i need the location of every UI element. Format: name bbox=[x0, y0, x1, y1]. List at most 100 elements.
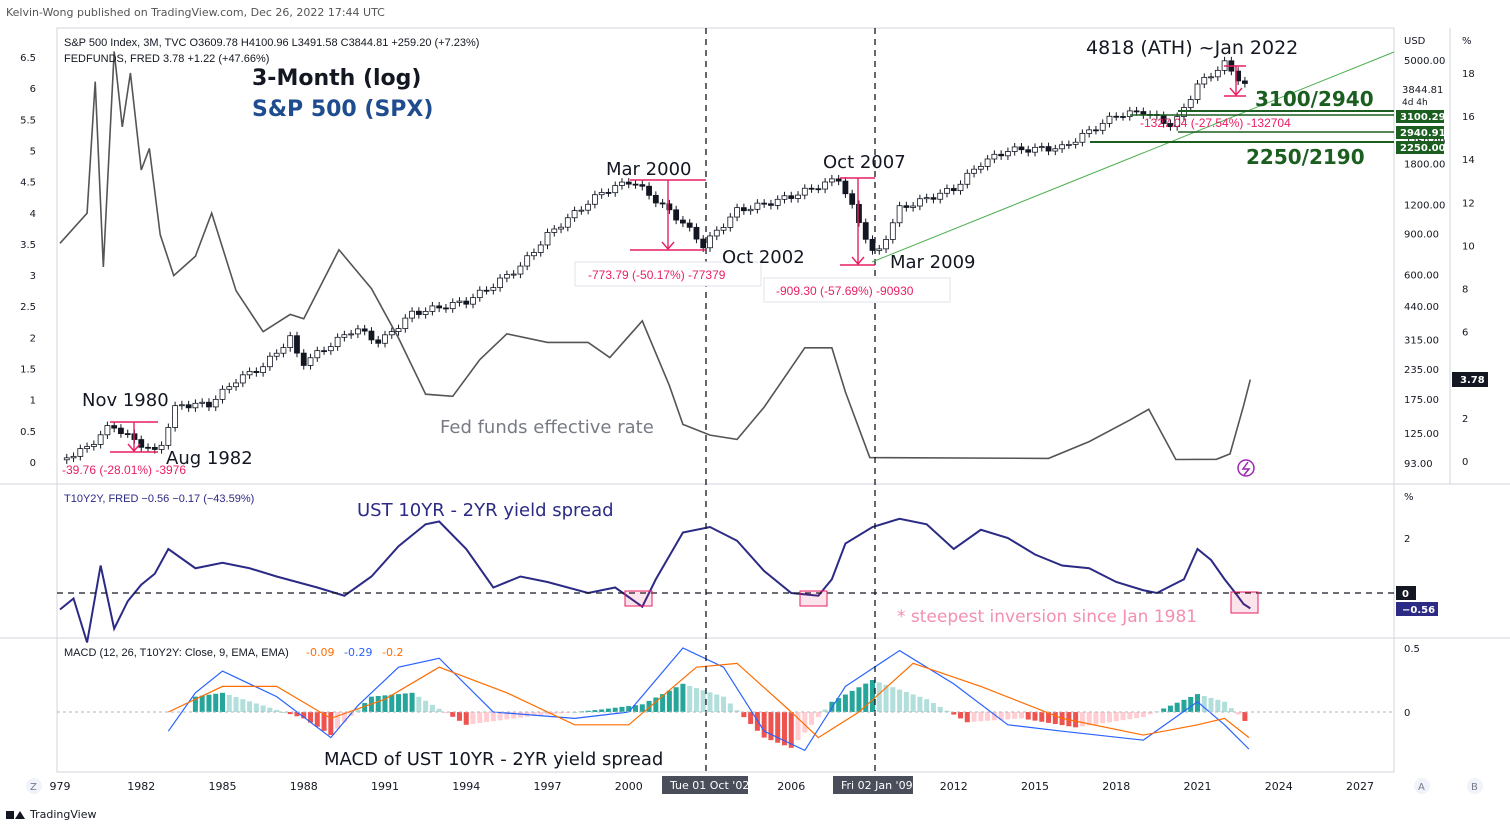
pct-tick-label: 12 bbox=[1462, 198, 1475, 209]
candle-body bbox=[1065, 144, 1072, 146]
macd-histogram-bar bbox=[504, 712, 510, 720]
lightning-icon[interactable] bbox=[1237, 459, 1255, 477]
macd-histogram-bar bbox=[815, 712, 821, 718]
candle-body bbox=[104, 425, 111, 436]
badge-upper-bg bbox=[1396, 110, 1444, 123]
macd-histogram-bar bbox=[978, 712, 984, 722]
candle-body bbox=[876, 248, 883, 251]
candle-body bbox=[842, 180, 849, 195]
macd-histogram-bar bbox=[1079, 712, 1085, 727]
candle-body bbox=[436, 305, 443, 309]
candle-body bbox=[361, 328, 368, 332]
candle-body bbox=[138, 439, 145, 448]
candle-body bbox=[774, 198, 781, 206]
candle-body bbox=[944, 188, 950, 194]
left-tick-label: 2.5 bbox=[20, 302, 36, 313]
candle-body bbox=[429, 305, 436, 312]
candle-body bbox=[1181, 107, 1187, 117]
macd-histogram-bar bbox=[788, 712, 794, 748]
candle-body bbox=[192, 402, 199, 409]
candle-body bbox=[287, 335, 294, 348]
candle-body bbox=[1011, 146, 1018, 152]
macd-legend-value-1: -0.09 bbox=[306, 646, 334, 659]
macd-histogram-bar bbox=[1052, 712, 1058, 724]
scale-b-button[interactable] bbox=[1467, 778, 1483, 794]
time-axis[interactable]: 979 1982 1985 1988 1991 1994 1997 2000 2006 2012 2… bbox=[50, 780, 1375, 793]
candle-body bbox=[903, 205, 910, 208]
oct2007-label: Oct 2007 bbox=[823, 152, 906, 173]
candle-body bbox=[375, 339, 382, 344]
macd-histogram-bar bbox=[362, 703, 368, 712]
macd-histogram-bar bbox=[666, 690, 672, 712]
badge-upper: 3100.29 bbox=[1400, 112, 1446, 123]
candle-body bbox=[1025, 149, 1032, 153]
macd-histogram-bar bbox=[991, 712, 997, 721]
scale-b-button-label: B bbox=[1471, 782, 1478, 793]
drawdown-2007 bbox=[840, 177, 875, 266]
macd-histogram-bar bbox=[456, 712, 462, 721]
macd-histogram-bar bbox=[585, 710, 591, 712]
price-tick-label: 5000.00 bbox=[1404, 56, 1445, 67]
left-tick-label: 4 bbox=[30, 209, 36, 220]
macd-histogram-bar bbox=[220, 692, 225, 712]
macd-histogram-bar bbox=[240, 699, 246, 712]
candle-body bbox=[625, 181, 632, 185]
far-right-axis[interactable]: 181614121086420 bbox=[1462, 69, 1475, 468]
candle-body bbox=[971, 168, 977, 174]
brand-name: TradingView bbox=[30, 808, 97, 821]
macd-histogram-bar bbox=[260, 705, 266, 712]
candle-body bbox=[639, 184, 646, 187]
pct-tick-label: 0 bbox=[1462, 457, 1468, 468]
macd-histogram-bar bbox=[375, 696, 381, 712]
macd-histogram-bar bbox=[721, 696, 727, 712]
candle-body bbox=[334, 336, 341, 348]
macd-histogram-bar bbox=[1073, 712, 1079, 728]
time-tick-label: 1991 bbox=[371, 780, 399, 793]
candle-body bbox=[158, 444, 165, 450]
macd-histogram-bar bbox=[633, 705, 639, 712]
macd-histogram-bar bbox=[490, 712, 496, 722]
candle-body bbox=[686, 222, 693, 228]
candle-body bbox=[1099, 122, 1106, 131]
candle-body bbox=[531, 252, 537, 257]
candle-body bbox=[321, 350, 327, 353]
timezone-button-label: Z bbox=[30, 782, 37, 793]
candle-body bbox=[246, 370, 253, 376]
candle-body bbox=[551, 228, 558, 233]
timezone-button[interactable] bbox=[26, 778, 42, 794]
candle-body bbox=[348, 333, 355, 336]
auto-scale-button[interactable] bbox=[1414, 778, 1430, 794]
crosshair-label-oct2002: Tue 01 Oct '02 bbox=[669, 779, 749, 792]
candle-body bbox=[327, 346, 334, 352]
drawdown-2022 bbox=[1224, 65, 1246, 97]
time-tick-label: 1982 bbox=[127, 780, 155, 793]
time-tick-label: 1997 bbox=[534, 780, 562, 793]
fedfunds-line bbox=[59, 51, 1252, 461]
candle-body bbox=[707, 235, 713, 249]
candle-body bbox=[395, 328, 402, 332]
macd-histogram-bar bbox=[1134, 712, 1140, 719]
candle-body bbox=[984, 158, 991, 167]
candle-body bbox=[591, 194, 598, 205]
macd-histogram-bar bbox=[1100, 712, 1106, 724]
spx-legend: S&P 500 Index, 3M, TVC O3609.78 H4100.96… bbox=[64, 37, 479, 49]
left-tick-label: 1 bbox=[30, 396, 36, 407]
left-tick-label: 1.5 bbox=[20, 365, 36, 376]
candle-body bbox=[801, 187, 808, 196]
spread-last-badge: −0.56 bbox=[1402, 605, 1435, 616]
candle-body bbox=[869, 238, 876, 251]
drop-2000-box bbox=[574, 261, 762, 287]
candle-body bbox=[124, 433, 131, 435]
candle-body bbox=[1032, 146, 1038, 153]
candle-body bbox=[497, 277, 504, 288]
drawdown-1980 bbox=[110, 421, 158, 453]
candle-body bbox=[632, 183, 639, 186]
last-price-text: 3844.81 bbox=[1402, 85, 1443, 96]
candle-body bbox=[1005, 151, 1011, 157]
macd-histogram-bar bbox=[274, 709, 280, 712]
macd-histogram-bar bbox=[605, 708, 611, 712]
tradingview-brand[interactable]: TradingView bbox=[6, 808, 96, 821]
candle-body bbox=[923, 197, 930, 200]
macd-histogram-bar bbox=[1235, 712, 1241, 715]
